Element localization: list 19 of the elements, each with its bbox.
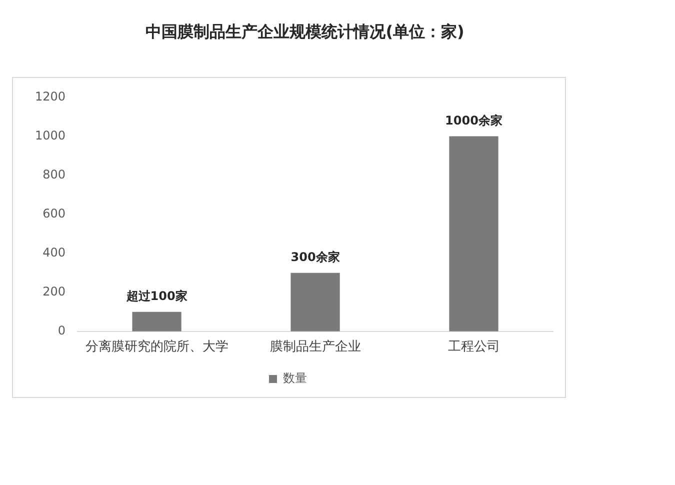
x-tick-label: 膜制品生产企业 bbox=[270, 340, 361, 355]
y-tick-label: 400 bbox=[42, 245, 66, 260]
x-tick-label: 分离膜研究的院所、大学 bbox=[85, 338, 228, 355]
chart-frame: 数量 分离膜研究的院所、大学 膜制品生产企业 工程公司 0 200 400 600 800 1000 1200 超过100家 300余家 1000余家 bbox=[12, 77, 566, 398]
y-tick-label: 200 bbox=[42, 284, 66, 298]
y-tick-label: 0 bbox=[58, 324, 66, 338]
data-label: 300余家 bbox=[290, 250, 340, 264]
data-label: 超过100家 bbox=[125, 289, 188, 304]
y-tick-label: 600 bbox=[42, 206, 66, 220]
x-tick-label: 工程公司 bbox=[448, 340, 500, 355]
chart-title: 中国膜制品生产企业规模统计情况(单位：家) bbox=[144, 22, 466, 43]
bar bbox=[132, 312, 182, 332]
data-label: 1000余家 bbox=[445, 113, 502, 128]
y-tick-label: 1000 bbox=[34, 128, 66, 142]
bar bbox=[449, 136, 498, 332]
bar bbox=[290, 272, 340, 332]
y-tick-label: 800 bbox=[42, 167, 66, 182]
legend-label: 数量 bbox=[283, 371, 307, 386]
y-tick-label: 1200 bbox=[34, 89, 66, 104]
